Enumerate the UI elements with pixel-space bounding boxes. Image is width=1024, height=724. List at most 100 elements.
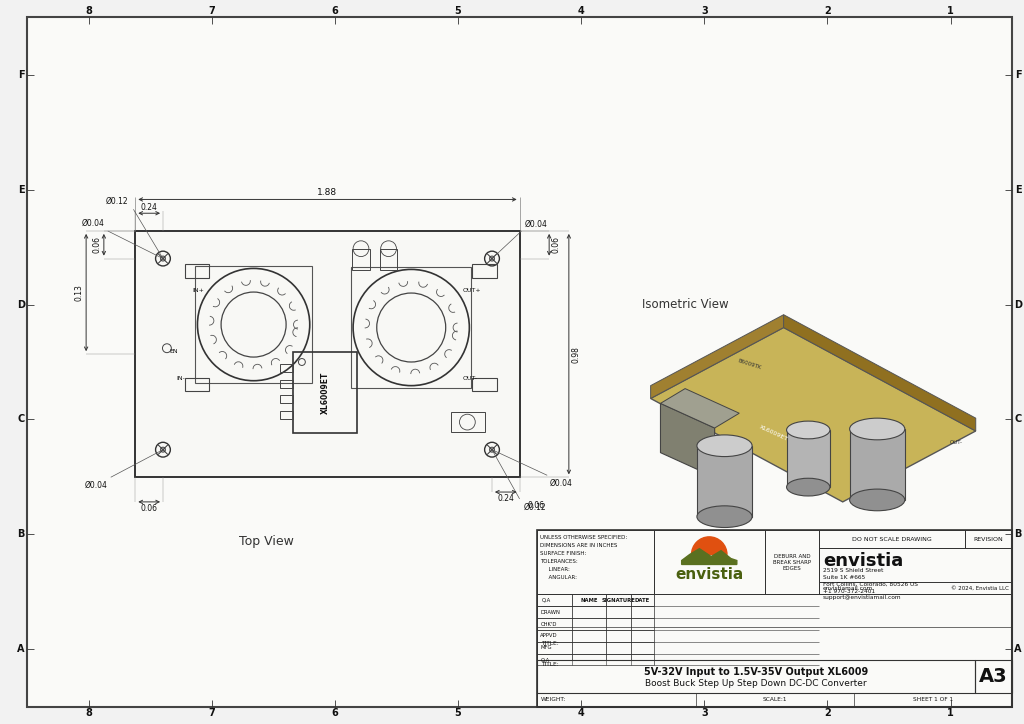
Polygon shape bbox=[850, 429, 905, 500]
Text: D: D bbox=[1014, 300, 1022, 310]
Ellipse shape bbox=[786, 421, 829, 439]
Text: SIGNATURE: SIGNATURE bbox=[602, 598, 636, 603]
Text: 7: 7 bbox=[208, 7, 215, 16]
Text: 5: 5 bbox=[455, 708, 462, 717]
Text: 0.06: 0.06 bbox=[552, 236, 560, 253]
Text: Isometric View: Isometric View bbox=[642, 298, 728, 311]
Text: 0.98: 0.98 bbox=[571, 345, 581, 363]
Text: TOLERANCES:: TOLERANCES: bbox=[541, 559, 578, 564]
Bar bbox=[538, 594, 653, 606]
Text: OUT-: OUT- bbox=[949, 440, 963, 445]
Bar bbox=[281, 364, 293, 372]
Bar bbox=[352, 249, 370, 270]
Text: E: E bbox=[1015, 185, 1021, 195]
Bar bbox=[538, 618, 653, 630]
Text: envistia: envistia bbox=[823, 552, 903, 570]
Text: 1.88: 1.88 bbox=[317, 188, 338, 197]
Text: IN+: IN+ bbox=[193, 287, 205, 292]
Bar bbox=[281, 411, 293, 419]
Circle shape bbox=[489, 447, 495, 452]
Bar bbox=[819, 531, 965, 548]
Text: D: D bbox=[17, 300, 26, 310]
Text: © 2024, Envistia LLC: © 2024, Envistia LLC bbox=[951, 586, 1010, 591]
Text: 3: 3 bbox=[701, 7, 708, 16]
Polygon shape bbox=[650, 315, 783, 398]
Bar bbox=[819, 581, 1012, 594]
Text: Ø0.04: Ø0.04 bbox=[524, 219, 548, 229]
Text: UNLESS OTHERWISE SPECIFIED:: UNLESS OTHERWISE SPECIFIED: bbox=[541, 535, 628, 540]
Circle shape bbox=[161, 256, 166, 261]
Circle shape bbox=[161, 447, 166, 452]
Text: MFG: MFG bbox=[541, 645, 552, 650]
Text: 0.24: 0.24 bbox=[140, 203, 158, 212]
Bar bbox=[538, 660, 975, 693]
Text: DEBURR AND
BREAK SHARP
EDGES: DEBURR AND BREAK SHARP EDGES bbox=[773, 554, 811, 571]
Text: Boost Buck Step Up Step Down DC-DC Converter: Boost Buck Step Up Step Down DC-DC Conve… bbox=[645, 678, 867, 688]
Text: Ø0.04: Ø0.04 bbox=[550, 479, 573, 488]
Bar bbox=[196, 266, 311, 383]
Text: F: F bbox=[1015, 70, 1021, 80]
Wedge shape bbox=[691, 537, 727, 555]
Text: 6: 6 bbox=[332, 7, 338, 16]
Bar bbox=[538, 641, 653, 654]
Polygon shape bbox=[786, 430, 829, 487]
Text: 2519 S Shield Street: 2519 S Shield Street bbox=[823, 568, 884, 573]
Text: SCALE:1: SCALE:1 bbox=[763, 697, 787, 702]
Text: A3: A3 bbox=[979, 667, 1008, 686]
Bar bbox=[538, 693, 1012, 707]
Text: IN-: IN- bbox=[177, 376, 185, 382]
Text: WEIGHT:: WEIGHT: bbox=[542, 697, 566, 702]
Ellipse shape bbox=[850, 418, 905, 439]
Text: envistia: envistia bbox=[675, 567, 743, 582]
Bar bbox=[975, 660, 1012, 693]
Bar bbox=[653, 531, 765, 594]
Text: 1: 1 bbox=[947, 708, 954, 717]
Text: +1 970-372-2401: +1 970-372-2401 bbox=[823, 589, 876, 594]
Text: 6: 6 bbox=[332, 708, 338, 717]
Bar bbox=[135, 231, 519, 477]
Text: E: E bbox=[17, 185, 25, 195]
Text: TITLE:: TITLE: bbox=[542, 641, 559, 646]
Bar bbox=[380, 249, 397, 270]
Bar bbox=[538, 531, 653, 594]
Polygon shape bbox=[660, 389, 739, 428]
Text: A: A bbox=[17, 644, 25, 654]
Bar bbox=[538, 594, 1012, 660]
Ellipse shape bbox=[850, 489, 905, 510]
Bar bbox=[184, 264, 209, 278]
Text: 5V-32V Input to 1.5V-35V Output XL6009: 5V-32V Input to 1.5V-35V Output XL6009 bbox=[644, 668, 868, 678]
Text: Ø0.12: Ø0.12 bbox=[523, 502, 546, 511]
Text: 2: 2 bbox=[824, 708, 830, 717]
Text: Suite 1K #665: Suite 1K #665 bbox=[823, 575, 865, 580]
Polygon shape bbox=[697, 446, 752, 517]
Ellipse shape bbox=[697, 506, 752, 528]
Ellipse shape bbox=[786, 479, 829, 496]
Text: 7: 7 bbox=[208, 708, 215, 717]
Text: envistia: envistia bbox=[62, 281, 559, 388]
Text: 0.06: 0.06 bbox=[140, 505, 158, 513]
Text: envistiamail.com: envistiamail.com bbox=[823, 586, 873, 591]
Text: SHEET 1 OF 1: SHEET 1 OF 1 bbox=[913, 697, 953, 702]
Text: 2: 2 bbox=[824, 7, 830, 16]
Text: 0.06: 0.06 bbox=[92, 236, 101, 253]
Text: Top View: Top View bbox=[239, 535, 294, 548]
Text: ANGULAR:: ANGULAR: bbox=[545, 575, 578, 580]
Bar bbox=[765, 531, 819, 594]
Text: B: B bbox=[17, 529, 25, 539]
Text: 8: 8 bbox=[85, 708, 92, 717]
Bar bbox=[538, 630, 653, 641]
Text: XL6009ET: XL6009ET bbox=[759, 424, 788, 442]
Text: Q.A: Q.A bbox=[541, 657, 550, 662]
Polygon shape bbox=[783, 315, 976, 431]
Bar bbox=[819, 548, 1012, 594]
Text: A: A bbox=[1015, 644, 1022, 654]
Text: 8: 8 bbox=[85, 7, 92, 16]
Bar bbox=[351, 267, 471, 387]
Text: support@envistiamail.com: support@envistiamail.com bbox=[823, 595, 902, 600]
Text: XL6009ET: XL6009ET bbox=[321, 371, 330, 413]
Text: Q.A: Q.A bbox=[542, 597, 551, 602]
Text: B6009TK: B6009TK bbox=[737, 358, 762, 370]
Text: Ø0.04: Ø0.04 bbox=[85, 481, 108, 489]
Text: DIMENSIONS ARE IN INCHES: DIMENSIONS ARE IN INCHES bbox=[541, 543, 617, 548]
Text: 4: 4 bbox=[578, 708, 585, 717]
